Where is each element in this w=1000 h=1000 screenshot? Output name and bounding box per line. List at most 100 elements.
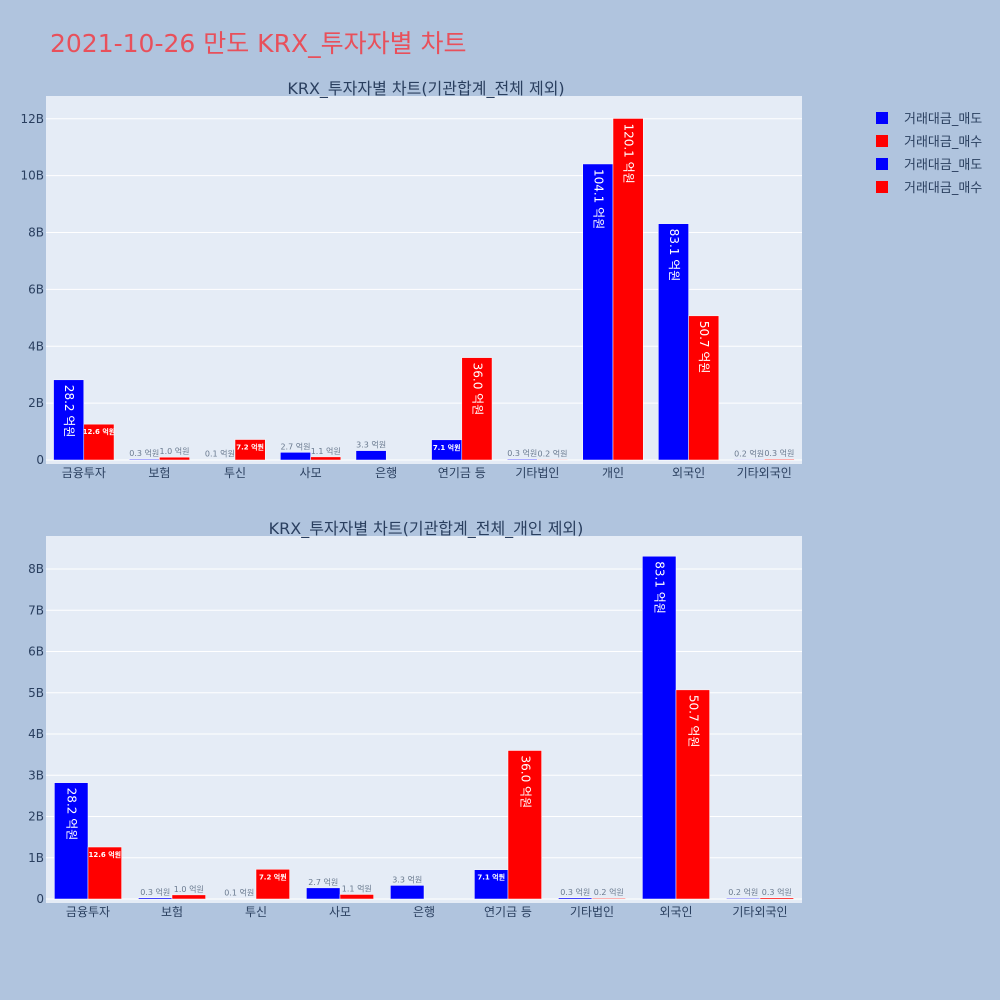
- y-tick-label: 6B: [28, 645, 44, 659]
- y-tick-label: 2B: [28, 396, 44, 410]
- y-tick-label: 12B: [20, 112, 44, 126]
- bar-buy-9: [759, 897, 794, 900]
- data-label: 7.1 억원: [477, 873, 505, 882]
- page-title: 2021-10-26 만도 KRX_투자자별 차트: [50, 29, 467, 58]
- y-tick-label: 7B: [28, 603, 44, 617]
- legend-swatch-buy: [876, 180, 888, 193]
- x-tick-label: 기타법인: [515, 466, 559, 480]
- chart-title: KRX_투자자별 차트(기관합계_전체_개인 제외): [269, 519, 584, 539]
- data-label: 7.1 억원: [433, 443, 461, 452]
- bar-buy-6: [507, 750, 542, 900]
- data-label: 0.1 억원: [224, 888, 254, 898]
- data-label: 3.3 억원: [356, 440, 386, 450]
- legend-item-sell[interactable]: 거래대금_매도: [876, 106, 982, 129]
- data-label: 2.7 억원: [308, 877, 338, 887]
- chart-1: 0 2B 4B 6B 8B 10B 12B KRX_투자자별 차트(기관합계_전체 제외) 금융…: [20, 79, 802, 480]
- bar-buy-1: [83, 423, 115, 461]
- legend-item-buy[interactable]: 거래대금_매수: [876, 129, 982, 152]
- bar-sell-9: [658, 223, 689, 461]
- data-label: 12.6 억원: [83, 427, 116, 436]
- data-label: 12.6 억원: [89, 850, 122, 859]
- data-label: 1.1 억원: [311, 446, 341, 456]
- y-tick-label: 8B: [28, 562, 44, 576]
- y-tick-label: 2B: [28, 810, 44, 824]
- x-tick-label: 사모: [329, 905, 351, 919]
- legend: 거래대금_매도 거래대금_매수 거래대금_매도 거래대금_매수: [876, 106, 982, 198]
- x-tick-label: 기타외국인: [732, 905, 787, 919]
- bar-sell-7: [506, 458, 538, 461]
- data-label: 0.2 억원: [594, 887, 624, 897]
- x-tick-label: 금융투자: [62, 466, 106, 480]
- y-tick-label: 0: [36, 892, 44, 906]
- bar-sell-2: [128, 458, 160, 461]
- bar-buy-7: [591, 897, 626, 900]
- y-tick-label: 4B: [28, 727, 44, 741]
- data-label: 36.0 억원: [518, 756, 532, 809]
- data-label: 3.3 억원: [392, 874, 422, 884]
- y-tick-label: 10B: [20, 169, 44, 183]
- data-label: 1.0 억원: [160, 446, 190, 456]
- bar-buy-9: [688, 315, 720, 461]
- bar-sell-9: [726, 897, 761, 900]
- bar-sell-7: [558, 897, 593, 900]
- legend-label: 거래대금_매도: [904, 112, 983, 127]
- y-tick-label: 0: [36, 453, 44, 467]
- bar-buy-4: [310, 456, 342, 461]
- data-label: 7.2 억원: [259, 872, 287, 881]
- chart-2: 0 1B 2B 3B 4B 5B 6B 7B 8B KRX_투자자별 차트(기관합계_전체_개인 …: [28, 519, 802, 919]
- y-tick-label: 3B: [28, 768, 44, 782]
- data-label: 0.3 억원: [140, 887, 170, 897]
- data-label: 50.7 억원: [697, 321, 711, 374]
- x-tick-label: 보험: [161, 905, 183, 919]
- legend-swatch-sell: [876, 157, 888, 170]
- x-tick-label: 연기금 등: [484, 905, 532, 919]
- data-label: 2.7 억원: [280, 441, 310, 451]
- x-tick-label: 보험: [148, 466, 170, 480]
- data-label: 0.2 억원: [538, 448, 568, 458]
- data-label: 0.1 억원: [205, 449, 235, 459]
- bar-sell-5: [390, 885, 425, 900]
- legend-item-sell-2[interactable]: 거래대금_매도: [876, 152, 982, 175]
- bar-sell-4: [280, 452, 311, 461]
- bar-sell-8: [582, 163, 614, 461]
- data-label: 0.2 억원: [728, 887, 758, 897]
- data-label: 50.7 억원: [686, 695, 700, 748]
- data-label: 120.1 억원: [622, 123, 636, 183]
- bar-sell-6: [474, 869, 509, 900]
- data-label: 0.2 억원: [734, 448, 764, 458]
- data-label: 1.1 억원: [342, 883, 372, 893]
- bar-buy-10: [763, 458, 795, 461]
- data-label: 0.3 억원: [762, 887, 792, 897]
- bar-sell-5: [355, 450, 387, 461]
- x-tick-label: 은행: [375, 465, 397, 480]
- y-tick-label: 4B: [28, 339, 44, 353]
- bar-sell-4: [306, 887, 341, 900]
- bar-sell-8: [642, 555, 677, 900]
- legend-swatch-sell: [876, 111, 888, 124]
- data-label: 83.1 억원: [667, 229, 681, 282]
- legend-label: 거래대금_매수: [904, 135, 983, 150]
- bar-buy-8: [612, 118, 644, 461]
- y-tick-label: 6B: [28, 282, 44, 296]
- x-tick-label: 금융투자: [66, 905, 110, 919]
- x-tick-label: 투신: [224, 466, 246, 480]
- legend-label: 거래대금_매도: [904, 158, 983, 173]
- bar-buy-1: [87, 846, 122, 900]
- x-tick-label: 사모: [300, 466, 322, 480]
- x-tick-label: 연기금 등: [438, 466, 486, 480]
- bar-sell-2: [138, 897, 173, 900]
- bar-buy-8: [675, 689, 710, 900]
- bar-buy-2: [159, 456, 190, 461]
- data-label: 104.1 억원: [591, 169, 605, 229]
- x-tick-label: 개인: [602, 466, 624, 480]
- data-label: 83.1 억원: [653, 561, 667, 614]
- data-label: 0.3 억원: [129, 448, 159, 458]
- data-label: 1.0 억원: [174, 884, 204, 894]
- x-tick-label: 은행: [413, 904, 435, 919]
- bar-buy-3: [255, 869, 290, 900]
- data-label: 0.3 억원: [507, 448, 537, 458]
- data-label: 36.0 억원: [470, 363, 484, 416]
- legend-item-buy-2[interactable]: 거래대금_매수: [876, 175, 982, 198]
- data-label: 7.2 억원: [236, 443, 264, 452]
